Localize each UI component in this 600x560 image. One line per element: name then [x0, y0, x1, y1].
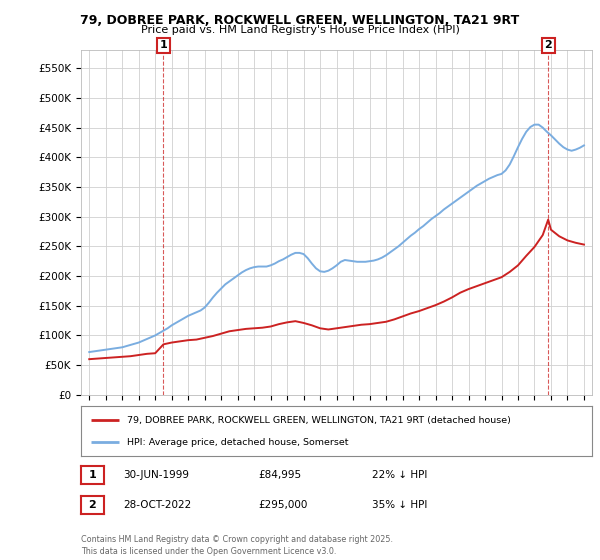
Text: £84,995: £84,995	[258, 470, 301, 480]
Text: £295,000: £295,000	[258, 500, 307, 510]
Text: 2: 2	[89, 500, 96, 510]
Text: 28-OCT-2022: 28-OCT-2022	[123, 500, 191, 510]
Text: 2: 2	[544, 40, 552, 50]
Text: Contains HM Land Registry data © Crown copyright and database right 2025.
This d: Contains HM Land Registry data © Crown c…	[81, 535, 393, 556]
Text: 22% ↓ HPI: 22% ↓ HPI	[372, 470, 427, 480]
Text: 35% ↓ HPI: 35% ↓ HPI	[372, 500, 427, 510]
Text: 79, DOBREE PARK, ROCKWELL GREEN, WELLINGTON, TA21 9RT: 79, DOBREE PARK, ROCKWELL GREEN, WELLING…	[80, 14, 520, 27]
Text: 30-JUN-1999: 30-JUN-1999	[123, 470, 189, 480]
Text: 79, DOBREE PARK, ROCKWELL GREEN, WELLINGTON, TA21 9RT (detached house): 79, DOBREE PARK, ROCKWELL GREEN, WELLING…	[127, 416, 511, 424]
Text: HPI: Average price, detached house, Somerset: HPI: Average price, detached house, Some…	[127, 438, 349, 447]
Text: Price paid vs. HM Land Registry's House Price Index (HPI): Price paid vs. HM Land Registry's House …	[140, 25, 460, 35]
Text: 1: 1	[160, 40, 167, 50]
Text: 1: 1	[89, 470, 96, 480]
